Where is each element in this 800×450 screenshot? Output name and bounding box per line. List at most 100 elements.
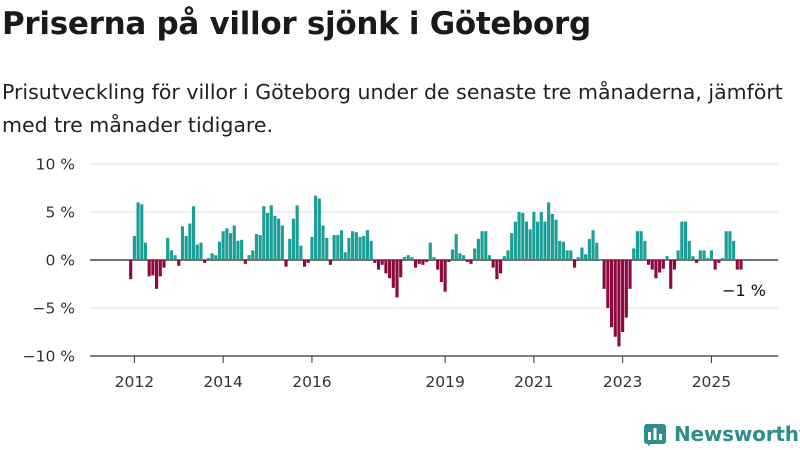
bar (395, 260, 399, 298)
bar (465, 260, 469, 262)
x-tick-label: 2019 (425, 373, 464, 391)
bar (691, 256, 695, 260)
bar (609, 260, 614, 328)
bar (524, 221, 529, 260)
bar (554, 219, 558, 260)
bar (391, 260, 395, 288)
bar (550, 213, 554, 260)
y-tick-label: 5 % (45, 204, 75, 222)
x-tick-label: 2023 (603, 373, 642, 391)
bar (528, 229, 532, 260)
bar (698, 250, 702, 260)
bar (277, 218, 281, 260)
bar (254, 234, 259, 260)
bar (428, 242, 432, 260)
bar (683, 221, 688, 260)
bar (214, 255, 218, 260)
bar (572, 260, 577, 268)
bar (621, 260, 625, 332)
bar (476, 238, 480, 260)
bar (173, 255, 177, 260)
x-tick-label: 2012 (115, 373, 154, 391)
bar (351, 231, 355, 260)
x-tick-label: 2014 (203, 373, 242, 391)
bar (473, 248, 477, 260)
bar (169, 250, 173, 260)
bar (332, 235, 336, 260)
bar (576, 257, 580, 260)
x-tick-label: 2021 (514, 373, 553, 391)
bar (206, 258, 210, 260)
bar (177, 260, 181, 266)
bar (421, 260, 425, 265)
newsworthy-logo-icon (644, 423, 666, 446)
bar (665, 256, 669, 260)
bar (184, 236, 188, 260)
bar (635, 231, 640, 260)
bar (539, 212, 543, 260)
bar (180, 226, 185, 260)
bar (632, 248, 636, 260)
bar (587, 238, 591, 260)
bar (558, 240, 562, 260)
bar (354, 232, 358, 260)
bar (521, 212, 525, 260)
bar (321, 225, 325, 260)
bar (436, 260, 440, 270)
bar (720, 258, 725, 260)
bar (646, 260, 651, 265)
bar (717, 260, 721, 263)
bar (547, 202, 551, 260)
bar (365, 230, 369, 260)
x-tick-label: 2016 (292, 373, 331, 391)
bar (288, 238, 292, 260)
bar (284, 260, 288, 267)
bar (251, 250, 255, 260)
bar (369, 240, 373, 260)
bar (425, 260, 429, 262)
bar (243, 260, 247, 264)
bar (402, 257, 406, 260)
bar (672, 260, 676, 270)
bar (502, 256, 506, 260)
bar (591, 230, 595, 260)
bar (687, 240, 691, 260)
bar (336, 235, 340, 260)
chart-title: Priserna på villor sjönk i Göteborg (2, 6, 591, 42)
bar (536, 221, 540, 260)
bar (151, 260, 155, 276)
bar (650, 260, 654, 270)
bar (510, 233, 514, 260)
bar (484, 231, 488, 260)
bar (654, 260, 658, 279)
bar (606, 260, 610, 308)
bars (129, 195, 743, 347)
bar (439, 260, 443, 283)
bar (543, 221, 547, 260)
bar (676, 250, 680, 260)
bar (158, 260, 162, 277)
x-axis: 2012 2014 2016 2019 2021 2023 2025 (115, 356, 731, 391)
bar (203, 260, 207, 263)
bar (380, 260, 384, 265)
x-tick-label: 2025 (692, 373, 731, 391)
bar (462, 255, 466, 260)
bar (487, 255, 492, 260)
bar (143, 242, 148, 260)
bar (617, 260, 621, 347)
bar (217, 241, 222, 260)
bar (295, 205, 299, 260)
bar (306, 260, 310, 263)
bar (413, 260, 418, 268)
bar (265, 212, 270, 260)
bar (410, 257, 414, 260)
bar (661, 260, 665, 269)
bar (613, 260, 617, 337)
y-tick-label: 0 % (45, 252, 75, 270)
bar (310, 236, 314, 260)
bar (532, 212, 536, 260)
bar (643, 240, 647, 260)
y-tick-label: −10 % (23, 348, 75, 366)
bar (406, 255, 410, 260)
